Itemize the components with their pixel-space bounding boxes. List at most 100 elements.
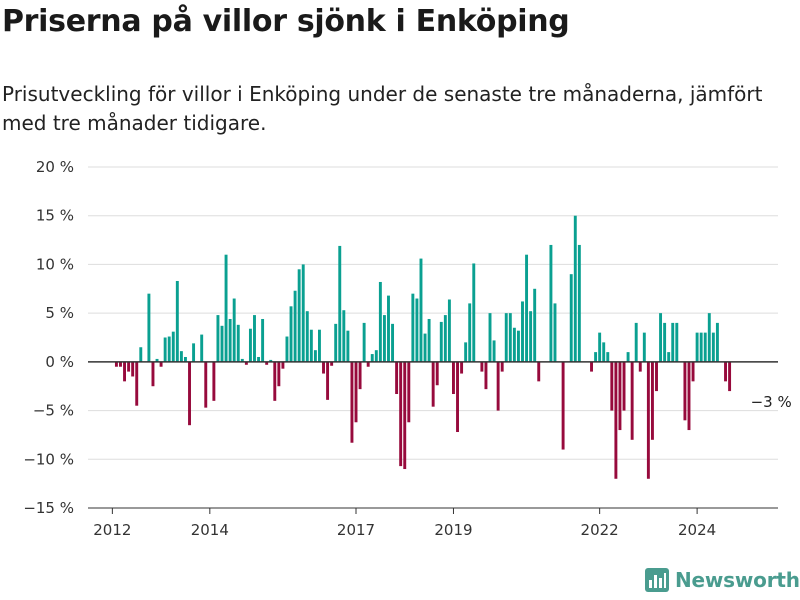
brand-name: Newsworthy [675, 568, 800, 592]
bar [590, 361, 593, 372]
bar [338, 245, 342, 362]
end-value-label: −3 % [751, 393, 792, 411]
bar [378, 281, 382, 362]
bar [403, 361, 407, 470]
bar [374, 350, 378, 362]
bar [525, 254, 529, 362]
bar [326, 361, 330, 400]
bar [594, 352, 598, 362]
bar [537, 361, 541, 382]
bar [265, 361, 269, 365]
bar [119, 361, 122, 367]
bar [301, 264, 305, 362]
bar [297, 269, 301, 362]
bar [192, 343, 196, 362]
bar [569, 274, 573, 362]
bar [427, 318, 431, 362]
bar [464, 342, 468, 362]
bar [492, 340, 496, 362]
bar [200, 334, 204, 362]
bar [423, 333, 427, 362]
bar [277, 361, 281, 387]
bar [346, 330, 350, 362]
bar [496, 361, 500, 411]
bar [248, 328, 252, 362]
y-tick-label: −15 % [23, 499, 74, 517]
bar [350, 361, 354, 443]
bar [236, 324, 240, 362]
bar [577, 244, 581, 362]
x-tick-label: 2014 [191, 521, 229, 539]
bar [650, 361, 654, 440]
bar [683, 361, 687, 421]
bar [443, 315, 447, 362]
bar [610, 361, 614, 411]
bar [261, 318, 265, 362]
bar [715, 322, 719, 362]
bar [488, 313, 492, 362]
bar [179, 351, 183, 362]
bar [159, 361, 163, 367]
bar [553, 303, 557, 362]
bar [500, 361, 504, 372]
bar [147, 293, 151, 362]
bar [204, 361, 208, 408]
bar [155, 358, 159, 362]
bar [167, 336, 171, 362]
bar [212, 361, 216, 401]
bar [285, 336, 289, 362]
bar [281, 361, 285, 369]
bar [622, 361, 626, 411]
bar [707, 313, 711, 362]
bar [691, 361, 695, 382]
bar [342, 310, 346, 362]
bar [269, 359, 273, 362]
bar [626, 352, 630, 362]
bar [504, 313, 508, 362]
bar [529, 311, 533, 362]
bar [175, 280, 179, 362]
bar [618, 361, 622, 431]
bar [362, 322, 366, 362]
bar [293, 290, 297, 362]
bar [330, 361, 334, 366]
bar [419, 258, 423, 362]
bar [439, 321, 443, 362]
bar [695, 332, 699, 362]
bar [135, 361, 139, 406]
bar [232, 298, 236, 362]
bar [659, 313, 663, 362]
bar [435, 361, 439, 386]
bar [391, 323, 395, 362]
bar [399, 361, 403, 467]
bar [724, 361, 727, 382]
bar [711, 332, 715, 362]
bar [638, 361, 642, 372]
bar [431, 361, 435, 407]
x-tick-label: 2017 [337, 521, 375, 539]
bar [395, 361, 399, 395]
bar [171, 331, 175, 362]
y-tick-label: −10 % [23, 450, 74, 468]
bar [614, 361, 618, 479]
y-tick-label: 15 % [36, 207, 74, 225]
bar [728, 361, 732, 392]
bar [549, 244, 553, 362]
bar [703, 332, 707, 362]
bar [667, 352, 671, 362]
bar [663, 322, 667, 362]
bar [216, 315, 220, 362]
bar [387, 295, 390, 362]
bar [598, 332, 602, 362]
newsworthy-logo-icon [645, 568, 669, 592]
y-tick-label: −5 % [33, 402, 74, 420]
bar [370, 354, 374, 362]
bar [561, 361, 565, 450]
bar [228, 318, 232, 362]
bar [273, 361, 277, 401]
bar [655, 361, 658, 392]
bar [675, 322, 679, 362]
bar [305, 311, 309, 362]
bar [634, 322, 638, 362]
